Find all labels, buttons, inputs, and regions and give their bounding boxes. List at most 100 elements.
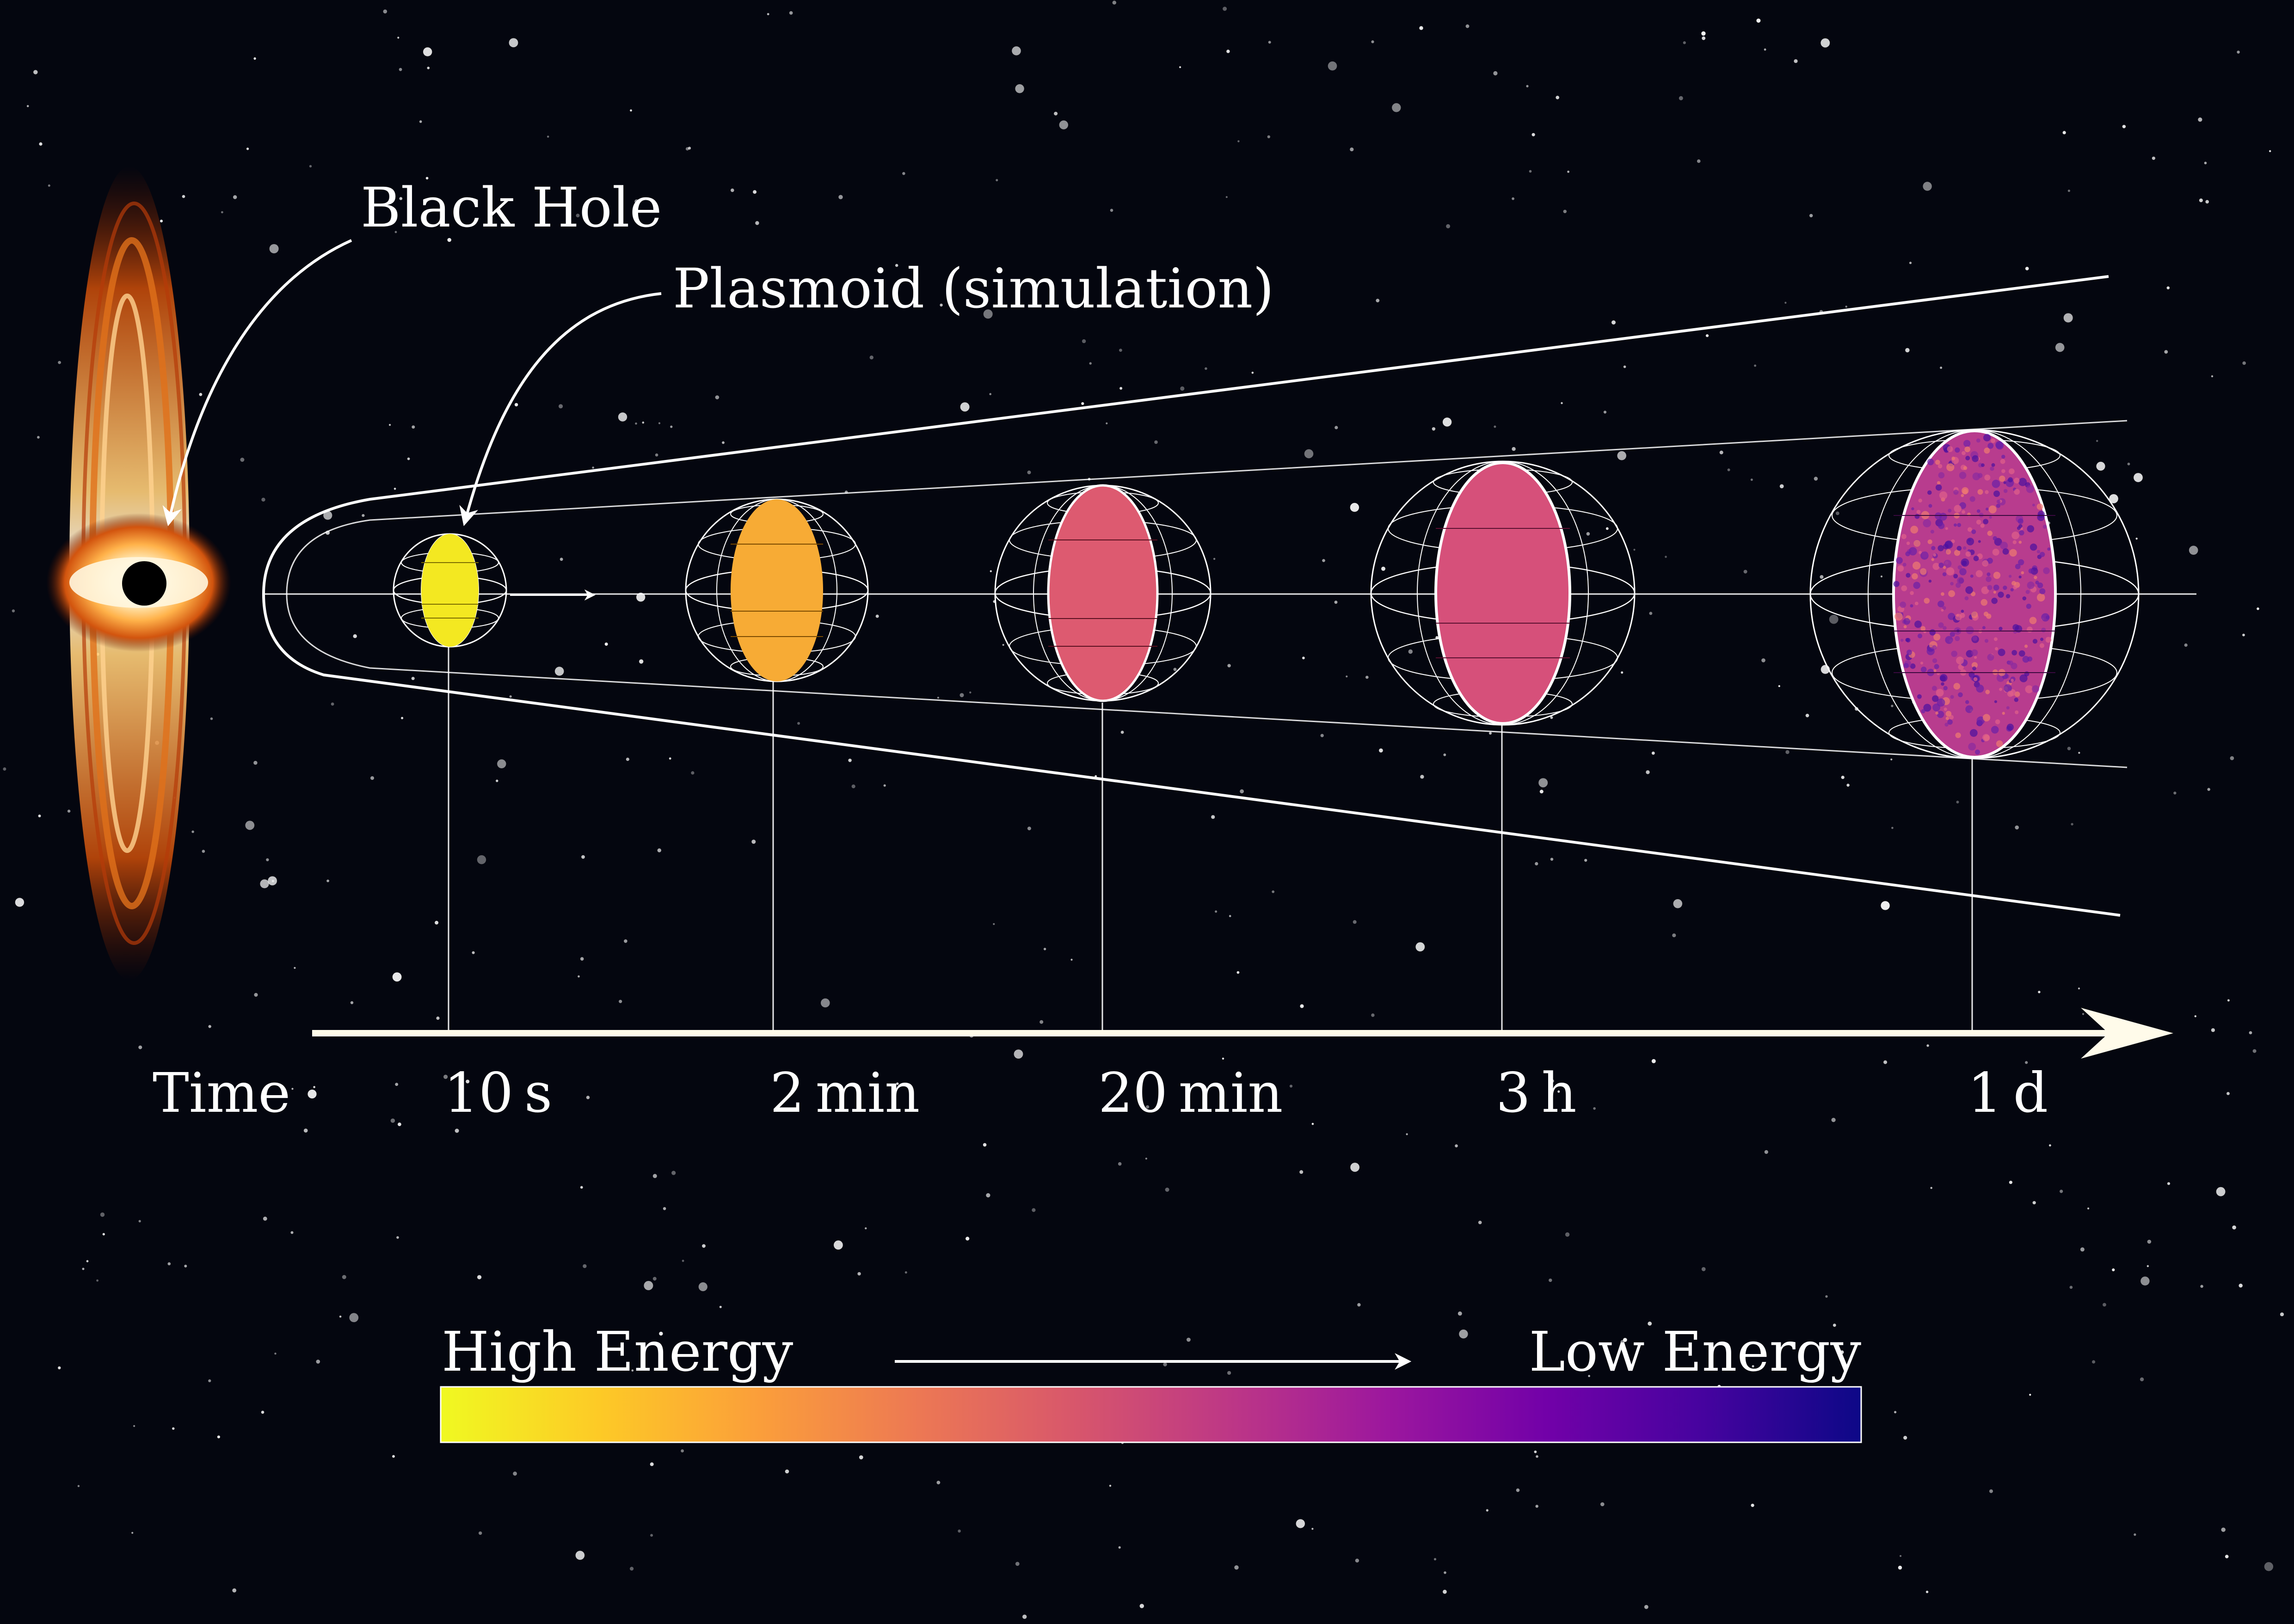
star — [581, 855, 585, 859]
star — [370, 776, 374, 780]
star — [274, 1352, 277, 1355]
star — [1289, 1085, 1293, 1088]
speckle — [1980, 599, 1988, 606]
star — [2280, 1312, 2284, 1317]
star — [904, 1271, 907, 1274]
star — [1433, 1558, 1437, 1561]
time-drop-lines — [448, 647, 1973, 1033]
star — [1443, 753, 1446, 756]
speckle — [1978, 723, 1981, 727]
star — [636, 593, 646, 602]
star — [1651, 751, 1655, 755]
star — [554, 667, 564, 676]
speckle — [1951, 650, 1957, 657]
star — [1226, 49, 1230, 53]
star — [731, 188, 734, 192]
star — [767, 13, 769, 15]
speckle — [1982, 560, 1989, 567]
speckle — [1964, 596, 1969, 601]
star — [2067, 190, 2070, 192]
star — [1119, 387, 1123, 390]
speckle — [1990, 466, 1994, 471]
star — [1444, 1571, 1446, 1574]
star — [1829, 614, 1839, 624]
star — [2269, 150, 2271, 153]
star — [477, 1275, 482, 1280]
star — [349, 1313, 359, 1323]
speckle — [1923, 519, 1931, 527]
star — [2230, 756, 2234, 760]
speckle — [2029, 617, 2037, 625]
star — [1371, 40, 1374, 43]
star — [869, 355, 874, 360]
speckle — [1963, 440, 1970, 447]
star — [1215, 910, 1218, 913]
speckle — [1954, 550, 1961, 556]
star — [848, 759, 852, 762]
speckle — [1941, 682, 1944, 686]
star — [294, 967, 296, 969]
star — [685, 147, 689, 151]
star — [1236, 971, 1240, 974]
star — [496, 779, 498, 782]
speckle — [1993, 637, 1998, 641]
speckle — [1900, 638, 1904, 642]
star — [630, 109, 632, 112]
star — [1705, 334, 1709, 337]
star — [1584, 858, 1587, 862]
star — [1651, 1059, 1656, 1063]
speckle — [1933, 553, 1937, 557]
speckle — [1986, 508, 1989, 511]
star — [1302, 656, 1305, 660]
star — [1611, 320, 1616, 325]
star — [339, 1315, 342, 1318]
star — [383, 9, 387, 14]
star — [2062, 131, 2066, 135]
speckle — [1998, 591, 2004, 598]
star — [1459, 1330, 1468, 1339]
star — [443, 1074, 448, 1079]
star — [217, 1435, 220, 1439]
speckle — [1987, 585, 1993, 590]
tick-label-10s: 10 s — [444, 1061, 552, 1125]
star — [308, 1090, 317, 1099]
speckle — [1963, 466, 1968, 470]
star — [397, 37, 400, 39]
star — [399, 197, 403, 200]
speckle — [1912, 573, 1918, 580]
star — [1165, 1188, 1169, 1192]
star — [883, 784, 886, 787]
speckle — [1943, 686, 1948, 691]
star — [618, 412, 627, 422]
star — [412, 425, 415, 429]
star — [797, 722, 800, 725]
star — [411, 677, 415, 680]
speckle — [1993, 591, 1996, 594]
star — [427, 67, 430, 69]
star — [1002, 644, 1004, 646]
star — [1833, 1324, 1836, 1327]
star — [2226, 1092, 2230, 1095]
star — [624, 939, 627, 943]
speckle — [1999, 475, 2005, 482]
star — [1825, 1295, 1828, 1298]
speckle — [1903, 618, 1910, 625]
star — [578, 975, 580, 978]
speckle — [1983, 434, 1991, 441]
speckle — [1995, 719, 2000, 724]
star — [1894, 1411, 1897, 1414]
star — [208, 1379, 211, 1382]
star — [1512, 447, 1516, 451]
star — [1146, 1105, 1150, 1109]
star — [33, 70, 38, 74]
star — [1719, 450, 1723, 454]
star — [1109, 1484, 1112, 1487]
speckle — [1913, 582, 1920, 589]
star — [291, 1088, 294, 1090]
star — [1039, 1020, 1044, 1024]
star — [1617, 451, 1626, 460]
speckle — [1992, 479, 2000, 488]
star — [509, 695, 512, 698]
star — [1032, 1208, 1036, 1212]
star — [1633, 549, 1636, 551]
